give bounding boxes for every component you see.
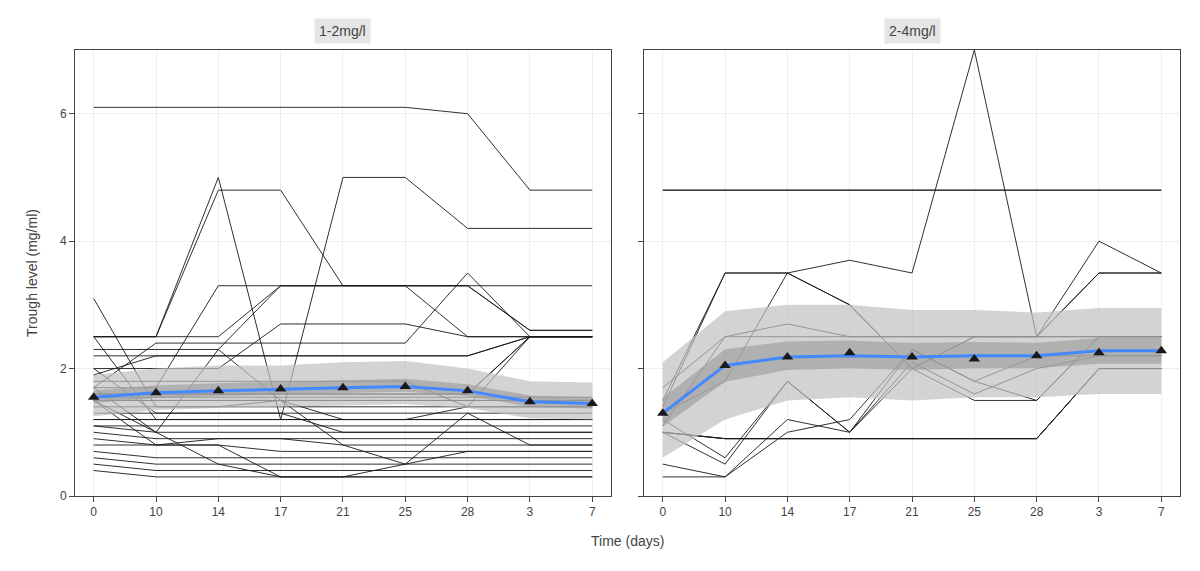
svg-text:0: 0 xyxy=(90,505,97,519)
svg-text:28: 28 xyxy=(1030,505,1044,519)
svg-text:0: 0 xyxy=(60,489,67,503)
svg-text:Time (days): Time (days) xyxy=(591,533,664,549)
svg-text:2-4mg/l: 2-4mg/l xyxy=(889,23,936,39)
svg-text:4: 4 xyxy=(60,234,67,248)
svg-text:Trough level (mg/ml): Trough level (mg/ml) xyxy=(24,209,40,337)
svg-text:14: 14 xyxy=(781,505,795,519)
svg-text:3: 3 xyxy=(1096,505,1103,519)
svg-text:25: 25 xyxy=(968,505,982,519)
svg-text:7: 7 xyxy=(1158,505,1165,519)
svg-text:14: 14 xyxy=(212,505,226,519)
svg-text:6: 6 xyxy=(60,107,67,121)
svg-text:10: 10 xyxy=(718,505,732,519)
svg-text:28: 28 xyxy=(461,505,475,519)
svg-text:7: 7 xyxy=(589,505,596,519)
svg-text:10: 10 xyxy=(149,505,163,519)
svg-text:2: 2 xyxy=(60,362,67,376)
svg-text:1-2mg/l: 1-2mg/l xyxy=(319,23,366,39)
svg-text:21: 21 xyxy=(905,505,919,519)
svg-text:17: 17 xyxy=(274,505,288,519)
svg-text:3: 3 xyxy=(527,505,534,519)
svg-text:17: 17 xyxy=(843,505,857,519)
svg-text:21: 21 xyxy=(336,505,350,519)
svg-text:0: 0 xyxy=(659,505,666,519)
svg-text:25: 25 xyxy=(399,505,413,519)
